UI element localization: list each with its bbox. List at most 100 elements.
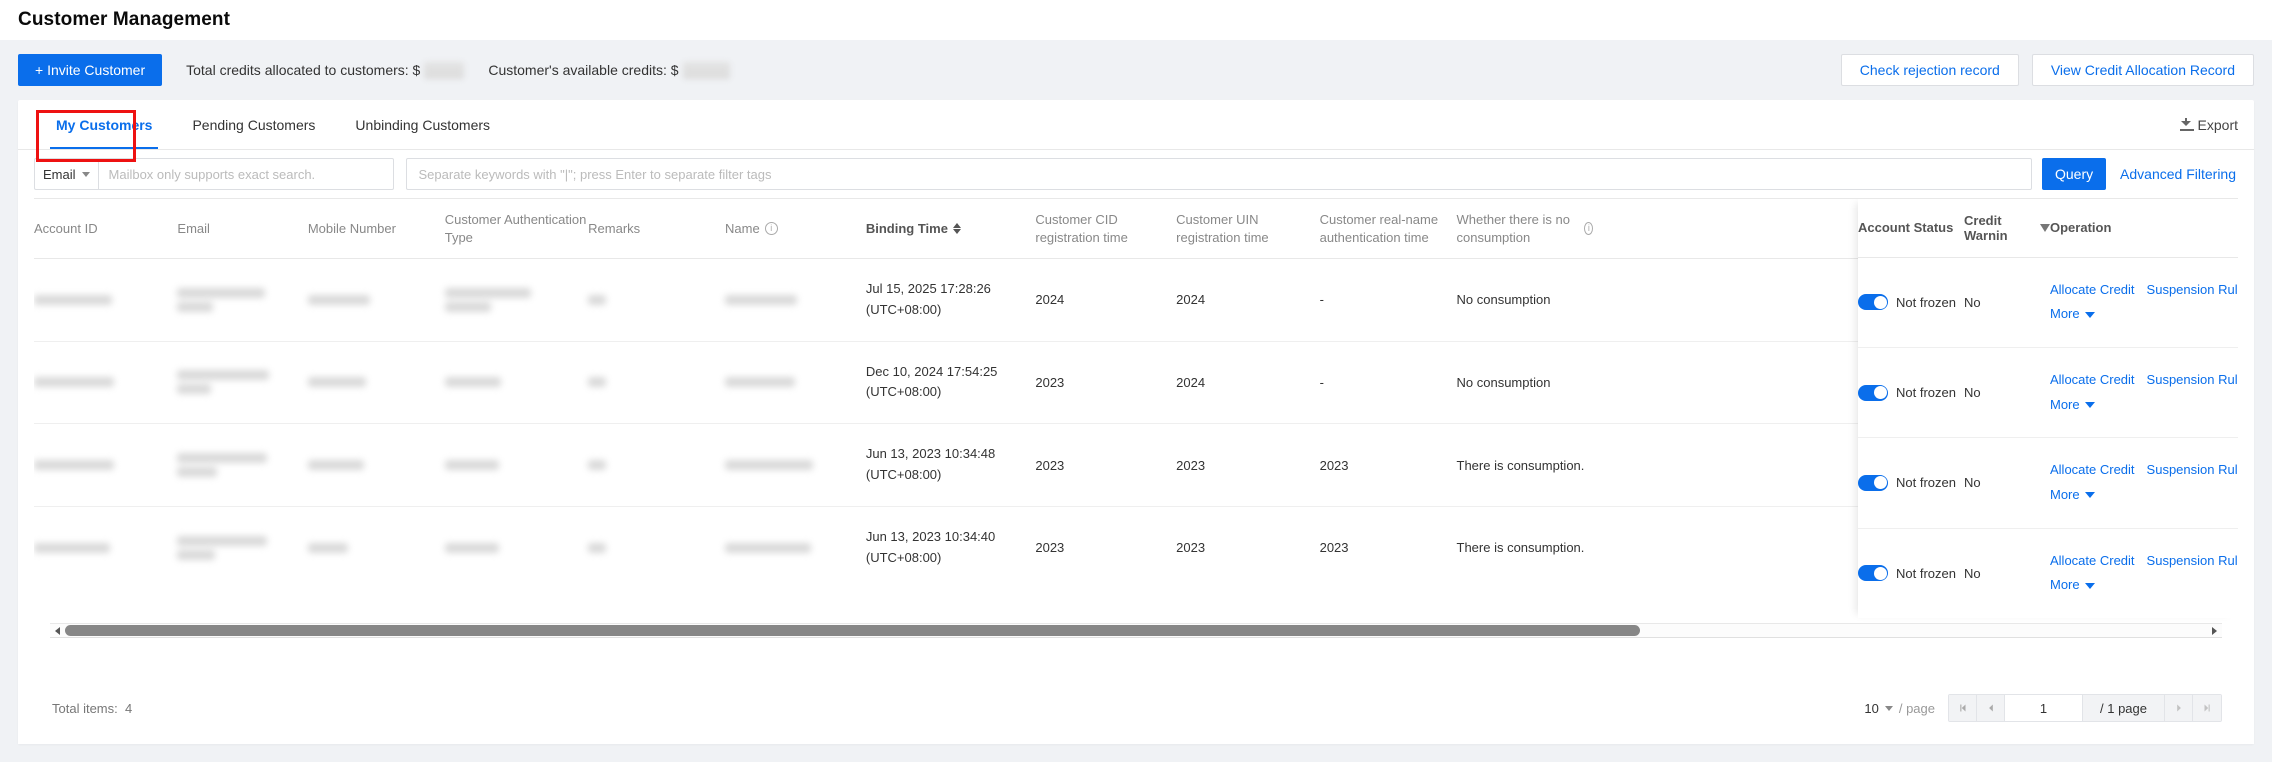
total-pages-label: / 1 page xyxy=(2083,695,2165,721)
allocate-credit-link[interactable]: Allocate Credit xyxy=(2050,281,2135,297)
redacted-value xyxy=(177,535,307,560)
col-customer-authentication-type: Customer Authentication Type xyxy=(444,199,589,260)
tab-pending-customers[interactable]: Pending Customers xyxy=(172,100,335,149)
cell-credit-warning: No xyxy=(1964,257,2050,348)
info-icon[interactable]: i xyxy=(1584,222,1594,236)
cell-authentication-type xyxy=(444,258,589,342)
advanced-filtering-link[interactable]: Advanced Filtering xyxy=(2120,166,2236,182)
cell-account-id xyxy=(34,341,178,425)
total-credits-value-redacted xyxy=(424,61,465,79)
fixed-row: Not frozen No Allocate Credit Suspension … xyxy=(1858,257,2238,348)
col-email: Email xyxy=(177,199,308,260)
account-status-toggle[interactable] xyxy=(1858,294,1888,311)
filter-icon[interactable] xyxy=(2040,223,2050,232)
check-rejection-record-button[interactable]: Check rejection record xyxy=(1840,54,2019,86)
suspension-rules-link[interactable]: Suspension Rules xyxy=(2146,552,2238,568)
cell-name xyxy=(725,423,866,507)
scroll-right-arrow[interactable] xyxy=(2207,623,2222,638)
account-status-label: Not frozen xyxy=(1896,565,1956,581)
fixed-row: Not frozen No Allocate Credit Suspension … xyxy=(1858,528,2238,618)
next-page-button[interactable] xyxy=(2165,695,2193,721)
export-button[interactable]: Export xyxy=(2179,117,2238,133)
col-customer-uin-registration-time: Customer UIN registration time xyxy=(1176,199,1320,260)
scrollbar-thumb[interactable] xyxy=(65,625,1640,636)
account-status-toggle[interactable] xyxy=(1858,384,1888,401)
col-customer-realname-authentication-time: Customer real-name authentication time xyxy=(1319,199,1457,260)
col-remarks: Remarks xyxy=(588,199,726,260)
title-bar: Customer Management xyxy=(0,0,2272,40)
tab-unbinding-customers-label: Unbinding Customers xyxy=(355,116,491,133)
chevron-down-icon xyxy=(2084,492,2095,499)
more-label: More xyxy=(2050,486,2080,502)
suspension-rules-link[interactable]: Suspension Rules xyxy=(2146,281,2238,297)
query-button[interactable]: Query xyxy=(2042,158,2107,190)
keyword-tags-input[interactable] xyxy=(405,158,2033,190)
table-row[interactable]: Dec 10, 2024 17:54:25 (UTC+08:00) 2023 20… xyxy=(34,341,2089,425)
redacted-value xyxy=(34,542,177,553)
current-page-input[interactable]: 1 xyxy=(2005,695,2083,721)
more-dropdown[interactable]: More xyxy=(2050,483,2095,508)
view-credit-allocation-record-button[interactable]: View Credit Allocation Record xyxy=(2031,54,2254,86)
invite-customer-button[interactable]: + Invite Customer xyxy=(18,54,163,86)
available-credits-value-redacted xyxy=(682,61,730,79)
redacted-value xyxy=(177,453,307,478)
suspension-rules-link[interactable]: Suspension Rules xyxy=(2146,462,2238,478)
last-page-button[interactable] xyxy=(2193,695,2221,721)
suspension-rules-link[interactable]: Suspension Rules xyxy=(2146,371,2238,387)
table-body: Jul 15, 2025 17:28:26 (UTC+08:00) 2024 20… xyxy=(34,258,2089,589)
more-dropdown[interactable]: More xyxy=(2050,393,2095,418)
account-status-label: Not frozen xyxy=(1896,475,1956,491)
cell-cid-time: 2023 xyxy=(1035,341,1177,425)
table-container: Account ID Email Mobile Number Customer … xyxy=(18,198,2254,638)
first-page-button[interactable] xyxy=(1949,695,1977,721)
tab-bar-right: Export xyxy=(2179,100,2254,149)
tab-my-customers[interactable]: My Customers xyxy=(36,100,172,149)
search-field-select[interactable]: Email xyxy=(34,158,99,190)
total-credits-label: Total credits allocated to customers: $ xyxy=(186,62,421,78)
redacted-value xyxy=(444,460,588,471)
tab-unbinding-customers[interactable]: Unbinding Customers xyxy=(335,100,510,149)
cell-email xyxy=(177,341,308,425)
chevron-down-icon xyxy=(2084,401,2095,408)
scrollbar-track[interactable] xyxy=(65,623,2207,638)
redacted-value xyxy=(444,287,588,312)
info-icon[interactable]: i xyxy=(764,222,778,236)
cell-no-consumption: There is consumption. xyxy=(1456,540,1585,556)
redacted-value xyxy=(34,294,177,305)
tab-my-customers-label: My Customers xyxy=(56,116,153,133)
allocate-credit-link[interactable]: Allocate Credit xyxy=(2050,462,2135,478)
cell-account-id xyxy=(34,258,178,342)
table-row[interactable]: Jun 13, 2023 10:34:48 (UTC+08:00) 2023 20… xyxy=(34,423,2089,507)
sort-icon[interactable] xyxy=(952,223,961,235)
cell-account-status: Not frozen xyxy=(1858,437,1964,529)
account-status-toggle[interactable] xyxy=(1858,474,1888,491)
page-size-select[interactable]: 10 / page xyxy=(1864,701,1935,716)
redacted-value xyxy=(177,370,307,395)
table-row[interactable]: Jun 13, 2023 10:34:40 (UTC+08:00) 2023 20… xyxy=(34,506,2089,588)
col-whether-no-consumption: Whether there is no consumption i xyxy=(1456,199,1594,260)
more-dropdown[interactable]: More xyxy=(2050,573,2095,598)
horizontal-scrollbar[interactable] xyxy=(50,623,2222,638)
col-credit-warning[interactable]: Credit Warnin xyxy=(1964,199,2050,258)
prev-page-button[interactable] xyxy=(1977,695,2005,721)
cell-operation: Allocate Credit Suspension Rules More xyxy=(2050,437,2238,529)
total-items: Total items: 4 xyxy=(36,701,132,716)
account-status-toggle[interactable] xyxy=(1858,565,1888,582)
cell-uin-time: 2023 xyxy=(1176,423,1320,507)
table-scroll-region: Account ID Email Mobile Number Customer … xyxy=(34,198,2238,638)
redacted-value xyxy=(725,542,866,553)
allocate-credit-link[interactable]: Allocate Credit xyxy=(2050,371,2135,387)
col-binding-time[interactable]: Binding Time xyxy=(865,199,1036,260)
account-status-label: Not frozen xyxy=(1896,294,1956,310)
cell-remarks xyxy=(588,506,725,588)
scroll-left-arrow[interactable] xyxy=(50,623,65,638)
cell-name xyxy=(725,341,866,425)
action-bar: + Invite Customer Total credits allocate… xyxy=(0,40,2272,100)
more-dropdown[interactable]: More xyxy=(2050,302,2095,327)
cell-credit-warning: No xyxy=(1964,347,2050,439)
redacted-value xyxy=(444,377,588,388)
search-input[interactable] xyxy=(98,158,394,190)
allocate-credit-link[interactable]: Allocate Credit xyxy=(2050,552,2135,568)
table-row[interactable]: Jul 15, 2025 17:28:26 (UTC+08:00) 2024 20… xyxy=(34,258,2089,342)
cell-no-consumption: No consumption xyxy=(1456,341,1594,425)
